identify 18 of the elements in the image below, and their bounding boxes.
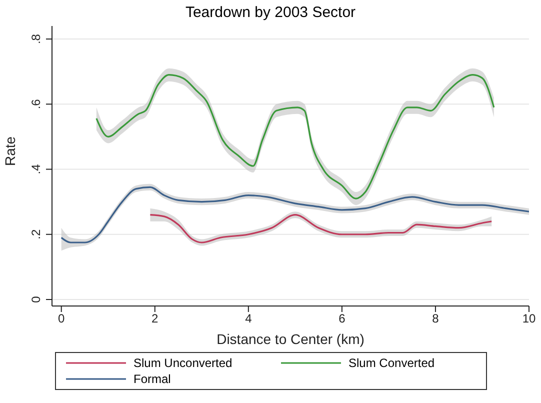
- y-tick-label: .2: [29, 229, 43, 240]
- x-tick-label: 10: [522, 312, 536, 326]
- x-axis-title: Distance to Center (km): [216, 331, 364, 347]
- y-tick-label: .4: [29, 164, 43, 174]
- y-axis-title: Rate: [2, 136, 18, 166]
- y-tick-label: .8: [29, 34, 43, 44]
- chart-title: Teardown by 2003 Sector: [184, 4, 357, 22]
- y-tick-label: 0: [29, 296, 43, 303]
- line-series: [149, 214, 492, 244]
- y-tick-label: .6: [29, 98, 43, 110]
- x-tick-label: 6: [338, 312, 346, 326]
- x-tick-label: 2: [152, 312, 159, 326]
- legend-label: Formal: [134, 372, 171, 386]
- x-tick-label: 8: [432, 312, 440, 326]
- x-tick-label: 4: [245, 312, 252, 326]
- x-tick-label: 0: [58, 312, 66, 326]
- legend-label: Slum Unconverted: [134, 356, 232, 370]
- legend-label: Slum Converted: [348, 356, 435, 370]
